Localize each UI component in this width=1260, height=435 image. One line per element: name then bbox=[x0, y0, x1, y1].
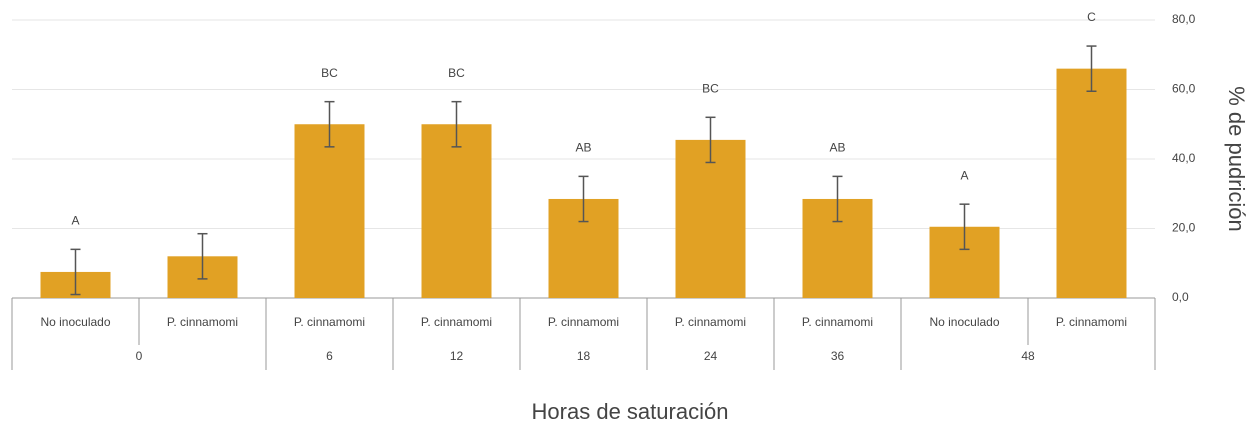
significance-letter: C bbox=[1087, 10, 1096, 24]
group-label: 48 bbox=[1021, 349, 1035, 363]
x-tick-label: P. cinnamomi bbox=[675, 315, 746, 329]
significance-letter: BC bbox=[702, 81, 719, 95]
bar bbox=[294, 124, 365, 298]
group-label: 12 bbox=[450, 349, 464, 363]
x-axis-label: Horas de saturación bbox=[532, 399, 729, 424]
y-axis-label: % de pudrición bbox=[1224, 86, 1249, 232]
group-label: 36 bbox=[831, 349, 845, 363]
significance-letter: AB bbox=[829, 141, 845, 155]
group-label: 0 bbox=[136, 349, 143, 363]
significance-letter: AB bbox=[575, 141, 591, 155]
significance-letter: BC bbox=[448, 66, 465, 80]
x-tick-label: P. cinnamomi bbox=[802, 315, 873, 329]
y-tick-label: 80,0 bbox=[1172, 12, 1196, 26]
x-tick-label: P. cinnamomi bbox=[421, 315, 492, 329]
significance-letter: A bbox=[960, 168, 968, 182]
group-label: 6 bbox=[326, 349, 333, 363]
bar bbox=[675, 139, 746, 298]
group-label: 24 bbox=[704, 349, 718, 363]
bar bbox=[1056, 68, 1127, 299]
x-tick-label: P. cinnamomi bbox=[167, 315, 238, 329]
x-tick-label: No inoculado bbox=[929, 315, 999, 329]
y-tick-label: 0,0 bbox=[1172, 290, 1189, 304]
significance-letter: BC bbox=[321, 66, 338, 80]
y-tick-label: 40,0 bbox=[1172, 151, 1196, 165]
x-tick-label: P. cinnamomi bbox=[548, 315, 619, 329]
significance-letter: A bbox=[71, 214, 79, 228]
x-tick-label: No inoculado bbox=[40, 315, 110, 329]
group-label: 18 bbox=[577, 349, 591, 363]
x-tick-label: P. cinnamomi bbox=[294, 315, 365, 329]
x-tick-label: P. cinnamomi bbox=[1056, 315, 1127, 329]
y-tick-label: 60,0 bbox=[1172, 82, 1196, 96]
y-tick-label: 20,0 bbox=[1172, 221, 1196, 235]
bar bbox=[421, 124, 492, 298]
